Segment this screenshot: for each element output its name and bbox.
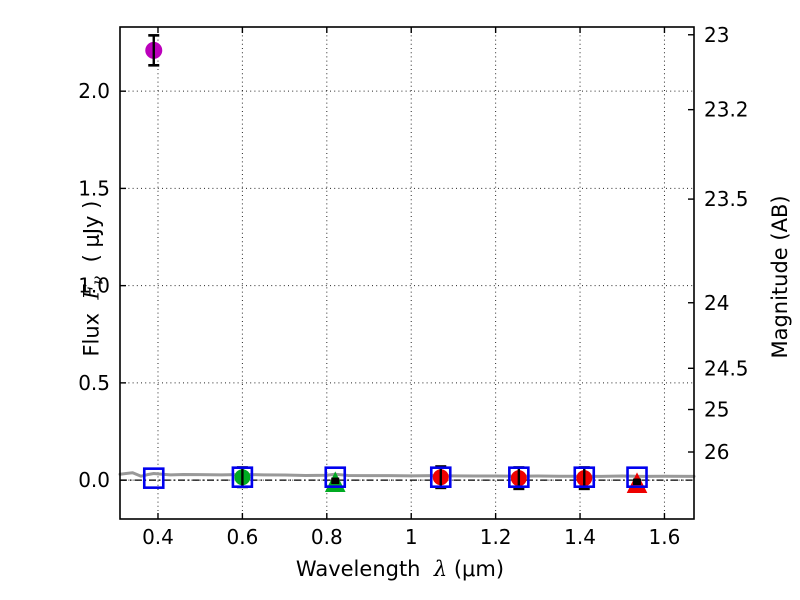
x-tick-label-1: 0.6 bbox=[226, 525, 258, 549]
x-axis-label-prefix: Wavelength bbox=[295, 557, 421, 581]
x-tick-label-4: 1.2 bbox=[480, 525, 512, 549]
x-tick-label-3: 1 bbox=[405, 525, 418, 549]
model-spectrum bbox=[118, 471, 696, 478]
y-axis-left-label-unit: ( μJy ) bbox=[79, 200, 104, 263]
x-axis-label: Wavelength λ (μm) bbox=[0, 557, 800, 581]
upper-limit-green-point-0-cap bbox=[331, 477, 340, 485]
y-right-tick-label-6: 26 bbox=[704, 440, 729, 464]
y-axis-left-label-subscript: ν bbox=[88, 275, 107, 285]
y-right-tick-label-0: 23 bbox=[704, 23, 729, 47]
y-right-tick-label-2: 23.5 bbox=[704, 187, 749, 211]
y-axis-left-label-prefix: Flux bbox=[79, 312, 104, 357]
y-left-tick-label-4: 2.0 bbox=[78, 79, 110, 103]
y-right-tick-label-5: 25 bbox=[704, 398, 729, 422]
model-photometry-point-6 bbox=[626, 466, 648, 488]
model-photometry-point-1 bbox=[231, 466, 254, 488]
y-right-tick-label-1: 23.2 bbox=[704, 98, 749, 122]
y-left-tick-label-3: 1.5 bbox=[78, 176, 110, 200]
y-left-tick-label-0: 0.0 bbox=[78, 468, 110, 492]
model-photometry-point-2 bbox=[324, 466, 347, 488]
y-left-tick-label-2: 1.0 bbox=[78, 274, 110, 298]
model-photometry-point-5 bbox=[573, 466, 596, 488]
y-right-tick-label-3: 24 bbox=[704, 291, 729, 315]
x-tick-label-5: 1.4 bbox=[564, 525, 596, 549]
x-tick-label-2: 0.8 bbox=[311, 525, 343, 549]
model-photometry-point-0 bbox=[142, 467, 165, 489]
upper-limit-red-point-0-cap bbox=[633, 478, 642, 486]
model-photometry-point-3 bbox=[429, 466, 452, 488]
x-tick-label-0: 0.4 bbox=[142, 525, 174, 549]
x-tick-label-6: 1.6 bbox=[649, 525, 681, 549]
y-axis-left-label: Flux Fν ( μJy ) bbox=[79, 69, 106, 489]
y-left-tick-label-1: 0.5 bbox=[78, 371, 110, 395]
x-axis-label-symbol: λ bbox=[433, 557, 448, 581]
y-axis-right-label: Magnitude (AB) bbox=[768, 195, 792, 359]
y-right-tick-label-4: 24.5 bbox=[704, 356, 749, 380]
x-axis-label-unit: (μm) bbox=[453, 557, 505, 581]
plot-frame bbox=[119, 26, 695, 520]
model-photometry-point-4 bbox=[508, 466, 530, 488]
y-axis-left-label-symbol: F bbox=[79, 284, 104, 300]
